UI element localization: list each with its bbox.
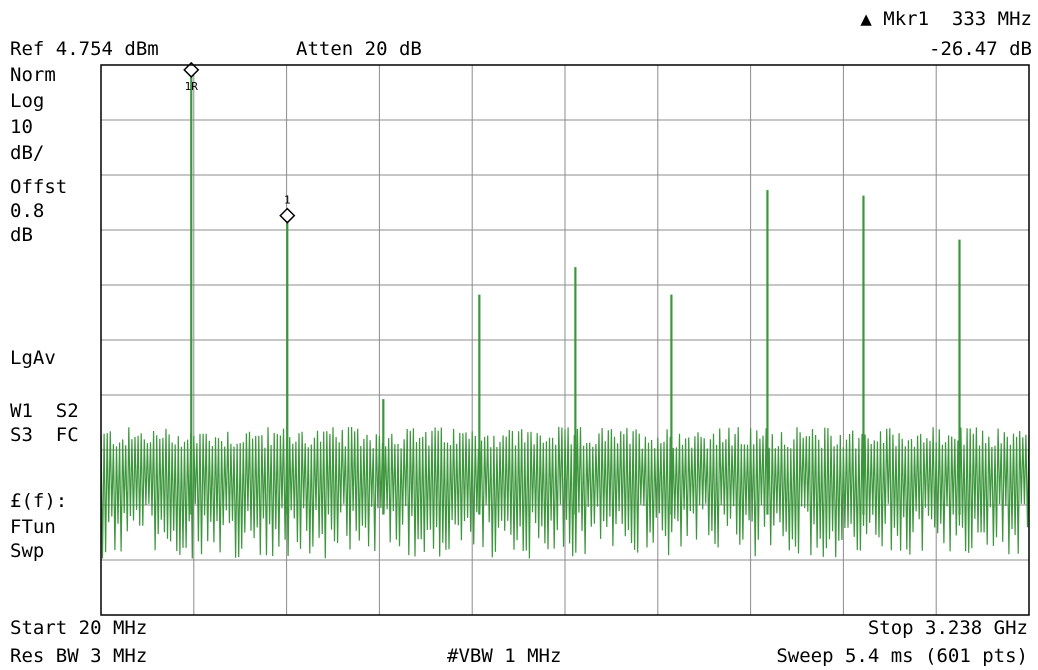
plot-frame (100, 64, 1030, 616)
scale-norm: Norm (10, 64, 56, 86)
scale-unit: dB/ (10, 142, 45, 164)
marker-diamond-icon (279, 207, 296, 224)
attenuation: Atten 20 dB (296, 38, 422, 60)
offset-unit: dB (10, 224, 33, 246)
marker-ref-label: 1R (185, 80, 199, 93)
function-swp: Swp (10, 540, 45, 562)
function-ftun: FTun (10, 516, 56, 538)
ref-level: Ref 4.754 dBm (10, 38, 159, 60)
marker-delta-label: 1 (284, 194, 291, 207)
marker-diamond-icon (183, 61, 200, 78)
spectrum-trace (100, 71, 1030, 559)
offset-label: Offst (10, 176, 68, 198)
offset-value: 0.8 (10, 200, 45, 222)
grid (101, 65, 1029, 615)
scale-value: 10 (10, 116, 33, 138)
function-label: £(f): (10, 490, 68, 512)
marker-delta: -26.47 dB (929, 38, 1032, 60)
markers: 1R 1 (183, 61, 296, 224)
scale-log: Log (10, 90, 45, 112)
resolution-bandwidth: Res BW 3 MHz (10, 645, 148, 667)
marker-readout: ▲ Mkr1 333 MHz (860, 8, 1032, 30)
noise-floor-trace (100, 426, 1030, 559)
stop-frequency: Stop 3.238 GHz (867, 617, 1028, 639)
sweep-time: Sweep 5.4 ms (601 pts) (776, 645, 1028, 667)
video-bandwidth: #VBW 1 MHz (447, 645, 562, 667)
start-frequency: Start 20 MHz (10, 617, 148, 639)
trace-status-2: S3 FC (10, 424, 79, 446)
detector-mode: LgAv (10, 347, 56, 369)
trace-status-1: W1 S2 (10, 400, 79, 422)
